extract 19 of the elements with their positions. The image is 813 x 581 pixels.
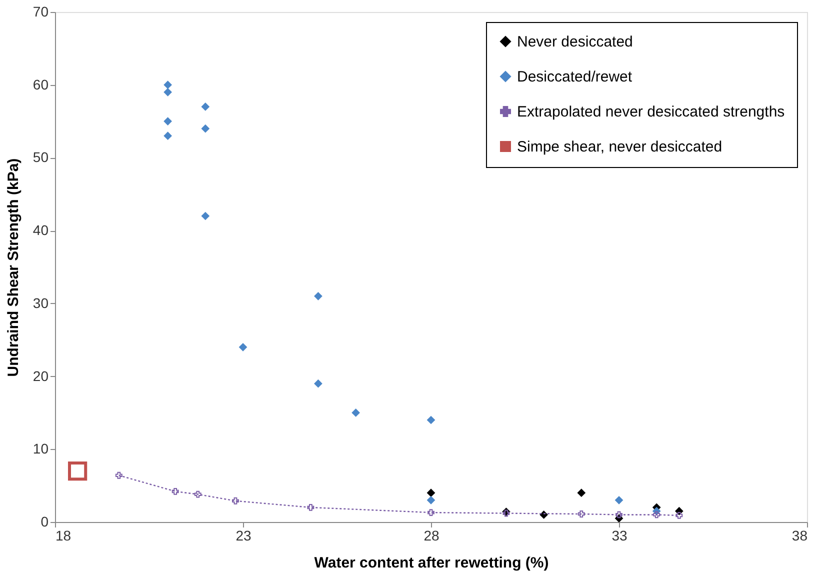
y-tick-label: 40 (32, 222, 49, 238)
x-tick-label: 38 (792, 528, 808, 544)
legend-label: Never desiccated (517, 34, 633, 50)
x-axis-title: Water content after rewetting (%) (314, 554, 549, 572)
y-tick-label: 0 (40, 514, 49, 530)
y-tick-label: 60 (32, 76, 49, 92)
x-tick-label: 18 (56, 528, 72, 544)
y-tick-label: 70 (32, 4, 49, 20)
x-tick-label: 23 (236, 528, 252, 544)
y-tick-label: 20 (32, 368, 49, 384)
legend-label: Extrapolated never desiccated strengths (517, 104, 785, 120)
y-tick-label: 50 (32, 149, 49, 166)
x-tick-label: 33 (612, 528, 628, 544)
legend-label: Desiccated/rewet (517, 68, 633, 86)
legend-label: Simpe shear, never desiccated (517, 138, 722, 156)
x-tick-label: 28 (424, 528, 440, 544)
y-tick-label: 10 (32, 440, 49, 457)
y-tick-label: 30 (32, 294, 49, 311)
y-axis-title: Undraind Shear Strength (kPa) (4, 158, 22, 377)
